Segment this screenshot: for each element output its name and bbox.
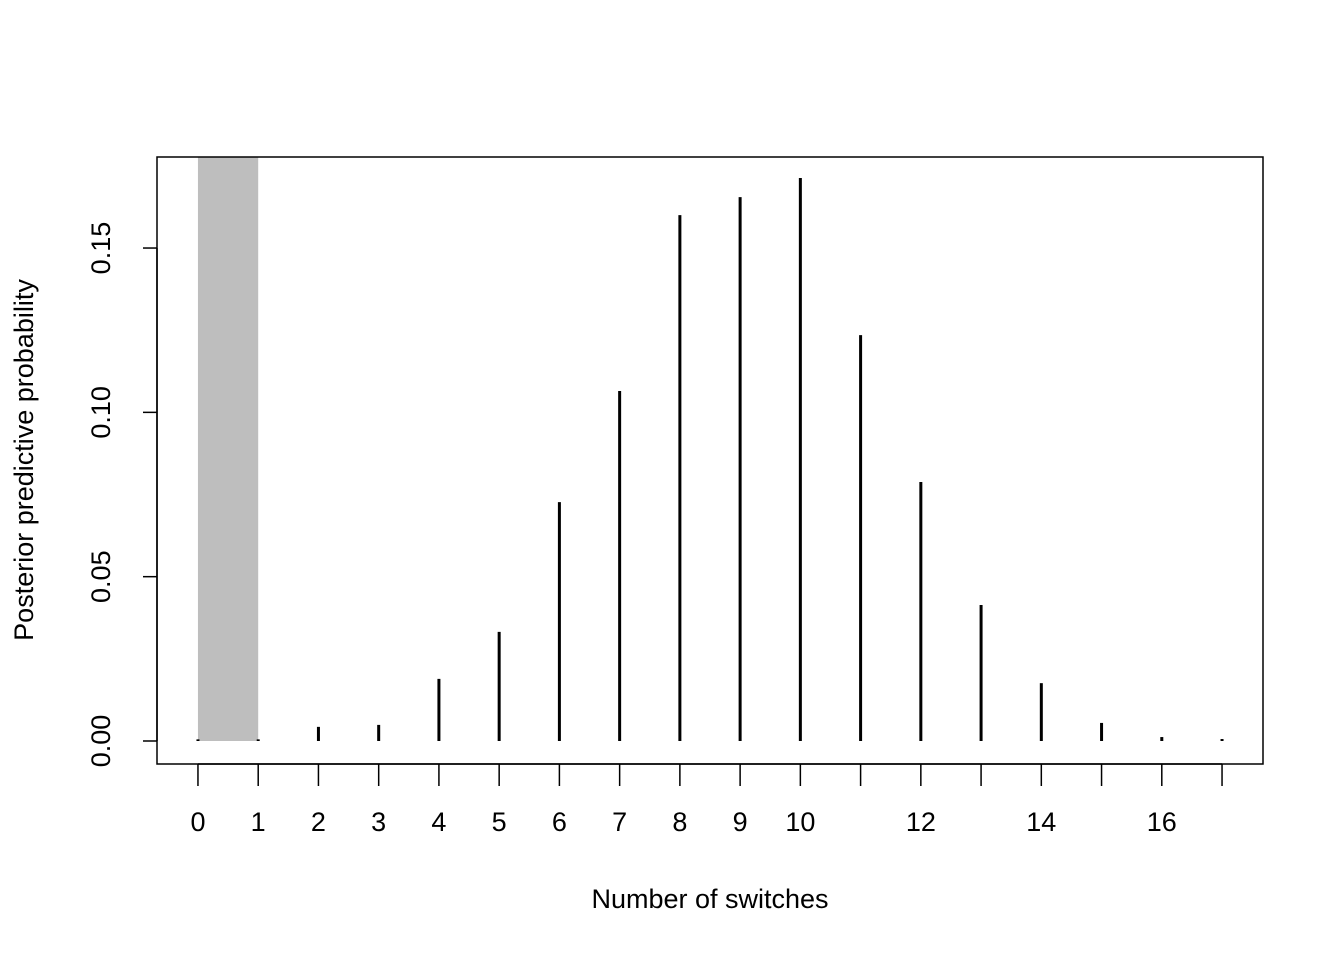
x-tick-label: 8 (672, 807, 687, 837)
x-tick-label: 7 (612, 807, 627, 837)
highlight-region (197, 157, 259, 741)
x-tick-label: 3 (371, 807, 386, 837)
x-tick-label: 12 (906, 807, 936, 837)
x-tick-label: 9 (733, 807, 748, 837)
x-tick-label: 10 (785, 807, 815, 837)
x-tick-label: 4 (431, 807, 446, 837)
y-tick-label: 0.05 (86, 550, 116, 603)
y-tick-label: 0.15 (86, 222, 116, 275)
y-tick-label: 0.00 (86, 715, 116, 768)
y-axis-label: Posterior predictive probability (9, 279, 39, 641)
plot-frame (156, 156, 1264, 765)
x-axis-label: Number of switches (591, 884, 828, 914)
x-tick-label: 6 (552, 807, 567, 837)
x-tick-label: 2 (311, 807, 326, 837)
y-tick-label: 0.10 (86, 386, 116, 439)
x-tick-label: 5 (492, 807, 507, 837)
x-tick-label: 16 (1147, 807, 1177, 837)
x-tick-label: 14 (1026, 807, 1056, 837)
x-tick-label: 0 (190, 807, 205, 837)
x-tick-label: 1 (251, 807, 266, 837)
